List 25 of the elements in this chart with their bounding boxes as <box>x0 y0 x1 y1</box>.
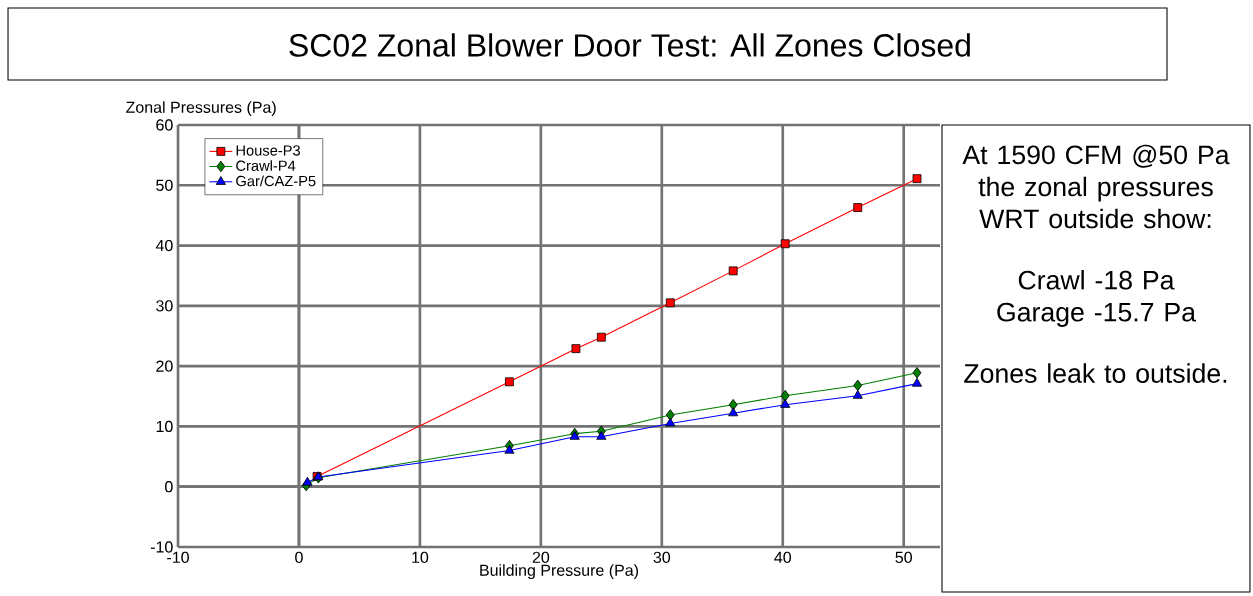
text: Crawl -18 Pa <box>1018 270 1175 290</box>
x-tick-label: 40 <box>774 551 792 564</box>
chart-title: SC02 Zonal Blower Door Test: All Zones Closed <box>289 33 970 57</box>
text: Garage -15.7 Pa <box>997 302 1197 327</box>
x-tick-label: -10 <box>167 551 189 564</box>
x-tick-label: 50 <box>895 551 912 564</box>
x-tick-label: 20 <box>532 551 550 564</box>
y-tick-label: 30 <box>156 300 173 312</box>
legend-label: Crawl-P4 <box>236 160 296 171</box>
x-tick-label: 30 <box>653 551 671 564</box>
x-tick-label: 0 <box>295 551 303 564</box>
y-tick-label: 40 <box>155 239 173 252</box>
y-tick-label: 0 <box>165 481 173 493</box>
text: Zones leak to outside. <box>964 363 1227 383</box>
text: At 1590 CFM @50 Pa the zonal pressures WRT outside show: <box>962 144 1230 229</box>
x-tick-label: 10 <box>412 551 429 564</box>
y-tick-label: 60 <box>156 119 173 131</box>
y-tick-label: 10 <box>156 420 173 433</box>
y-axis-title: Zonal Pressures (Pa) <box>126 101 276 117</box>
legend-label: House-P3 <box>236 145 300 156</box>
y-tick-label: 50 <box>156 179 173 191</box>
x-axis-title: Building Pressure (Pa) <box>480 564 638 580</box>
legend-label: Gar/CAZ-P5 <box>236 175 316 187</box>
y-tick-label: 20 <box>156 360 173 372</box>
y-tick-label: -10 <box>150 541 173 553</box>
